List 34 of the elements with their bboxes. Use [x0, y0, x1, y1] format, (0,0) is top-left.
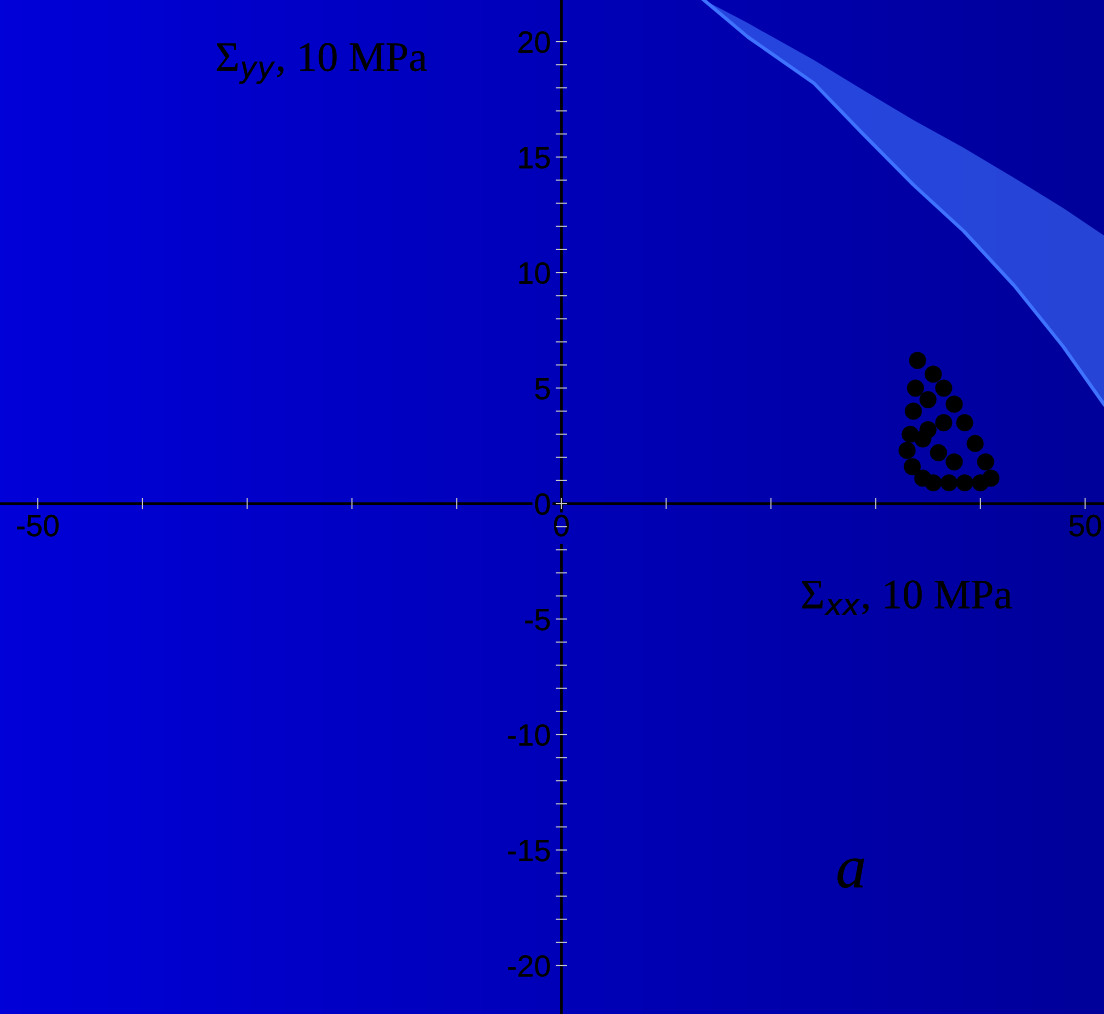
y-tick-label: 5 [535, 378, 550, 400]
point [906, 379, 925, 397]
y-tick-label: 0 [535, 493, 550, 515]
x-axis-title: Σ$_{xx}$, 10 MPa [802, 580, 1012, 616]
point [924, 474, 942, 492]
y-tick-label: -5 [525, 609, 550, 631]
point [924, 365, 942, 383]
point [904, 402, 922, 420]
x-tick-label: -50 [16, 514, 59, 537]
y-tick-label: -20 [508, 955, 550, 977]
point [956, 474, 974, 492]
y-tick-label: -10 [508, 724, 550, 746]
point [908, 351, 927, 369]
point [935, 379, 953, 397]
point [945, 453, 963, 471]
point [935, 414, 953, 432]
y-tick-label: 20 [518, 31, 550, 53]
y-tick-label: 15 [519, 147, 550, 169]
y-axis-title: Σ$_{yy}$, 10 MPa [216, 43, 427, 84]
point [914, 430, 932, 448]
point [956, 414, 974, 432]
point [903, 457, 921, 476]
point [929, 444, 948, 462]
point [982, 469, 1000, 487]
point [945, 395, 963, 413]
point [919, 390, 937, 409]
x-tick-label: 50 [1069, 514, 1101, 537]
point [977, 453, 995, 471]
y-tick-label: -15 [508, 840, 550, 862]
point [940, 474, 958, 492]
annotation: a [837, 858, 864, 888]
y-tick-label: 10 [519, 262, 550, 284]
point [966, 434, 984, 453]
point [898, 441, 916, 460]
